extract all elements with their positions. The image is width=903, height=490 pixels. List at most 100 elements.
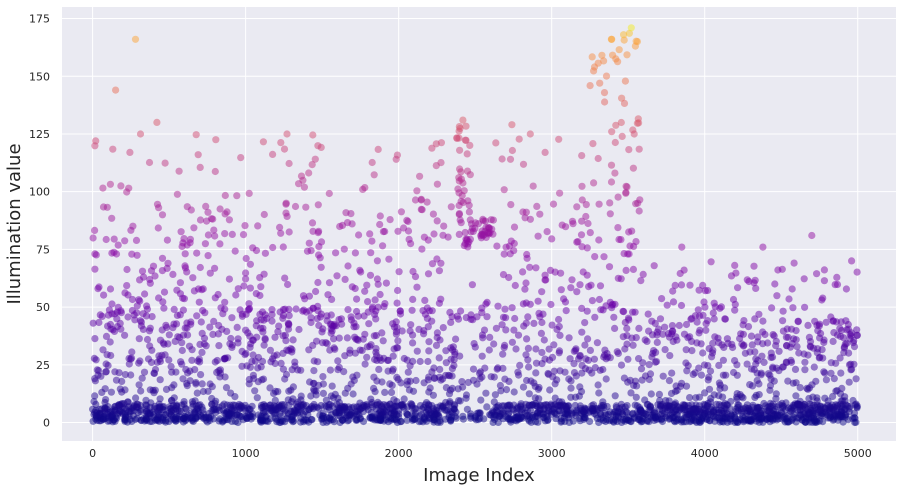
scatter-point (702, 326, 710, 334)
scatter-point (758, 352, 766, 360)
scatter-point (357, 268, 365, 276)
scatter-point (594, 154, 602, 163)
scatter-point (526, 263, 534, 271)
scatter-point (431, 374, 439, 382)
scatter-point (332, 249, 340, 257)
scatter-point (146, 275, 154, 284)
scatter-point (773, 292, 781, 300)
scatter-point (525, 390, 533, 398)
scatter-point (268, 311, 276, 319)
scatter-point (211, 264, 219, 272)
scatter-point (163, 236, 171, 244)
scatter-point (117, 182, 125, 190)
scatter-point (291, 407, 299, 415)
scatter-point (440, 222, 448, 230)
scatter-point (792, 327, 800, 335)
scatter-point (727, 272, 736, 280)
scatter-point (179, 375, 187, 383)
scatter-point (368, 158, 376, 167)
scatter-point (507, 201, 515, 209)
scatter-point (689, 406, 698, 414)
scatter-point (808, 231, 816, 240)
scatter-point (493, 242, 501, 250)
scatter-point (129, 222, 137, 230)
scatter-point (420, 233, 428, 241)
scatter-point (694, 306, 702, 314)
scatter-point (204, 208, 212, 216)
scatter-point (423, 411, 431, 419)
scatter-point (646, 370, 655, 378)
scatter-point (486, 333, 494, 341)
scatter-point (260, 270, 268, 278)
scatter-point (463, 405, 471, 413)
scatter-point (114, 241, 122, 249)
scatter-point (150, 389, 158, 397)
scatter-point (379, 242, 387, 250)
scatter-point (480, 326, 489, 334)
scatter-point (394, 344, 402, 352)
scatter-point (612, 121, 620, 129)
scatter-point (98, 388, 106, 396)
scatter-point (436, 365, 444, 373)
scatter-point (400, 354, 408, 363)
scatter-point (754, 412, 762, 420)
scatter-point (502, 326, 510, 334)
scatter-point (241, 401, 249, 409)
scatter-point (523, 254, 531, 262)
scatter-point (716, 385, 724, 393)
scatter-point (602, 72, 611, 80)
scatter-point (757, 369, 765, 377)
scatter-point (778, 402, 786, 410)
scatter-point (502, 243, 510, 251)
scatter-point (763, 414, 771, 422)
scatter-point (719, 356, 728, 364)
scatter-point (494, 364, 502, 372)
scatter-point (506, 250, 514, 258)
scatter-point (196, 163, 204, 171)
scatter-point (367, 249, 375, 257)
scatter-point (588, 369, 596, 377)
scatter-point (112, 376, 121, 384)
x-tick-label: 3000 (538, 447, 566, 460)
scatter-point (432, 341, 441, 349)
scatter-point (841, 340, 849, 348)
scatter-point (672, 333, 680, 341)
scatter-point (279, 365, 287, 373)
scatter-point (266, 346, 274, 354)
scatter-point (771, 280, 779, 288)
scatter-point (412, 376, 420, 385)
scatter-point (314, 358, 322, 366)
scatter-point (389, 352, 397, 360)
scatter-point (601, 410, 609, 418)
scatter-point (733, 361, 741, 369)
scatter-point (137, 387, 145, 395)
scatter-point (126, 148, 134, 156)
scatter-point (573, 288, 581, 296)
scatter-point (595, 295, 604, 304)
scatter-point (772, 342, 780, 350)
scatter-point (411, 196, 420, 204)
x-tick-labels: 0 1000 2000 3000 4000 5000 (89, 447, 872, 460)
scatter-point (708, 349, 717, 357)
scatter-point (519, 300, 528, 308)
scatter-point (726, 417, 735, 425)
scatter-point (177, 228, 185, 236)
scatter-point (310, 367, 318, 375)
scatter-point (416, 357, 424, 366)
scatter-point (237, 154, 245, 162)
scatter-point (582, 355, 590, 363)
scatter-point (318, 339, 327, 347)
scatter-point (459, 415, 467, 423)
scatter-point (557, 269, 565, 277)
scatter-point (435, 354, 443, 362)
scatter-point (456, 165, 464, 173)
scatter-point (260, 341, 268, 349)
scatter-point (712, 406, 720, 414)
scatter-point (133, 400, 141, 408)
x-tick-label: 0 (89, 447, 96, 460)
scatter-point (701, 287, 709, 295)
scatter-point (347, 313, 355, 321)
scatter-point (784, 377, 792, 385)
scatter-point (603, 350, 611, 358)
